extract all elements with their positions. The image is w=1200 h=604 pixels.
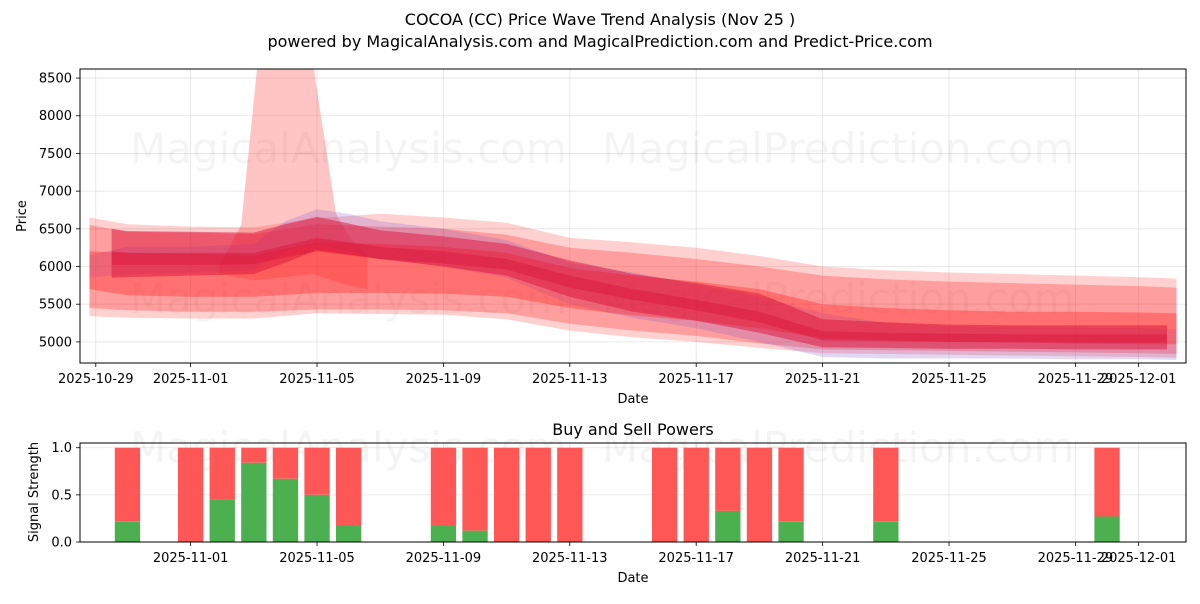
sell-power-bar — [272, 447, 299, 479]
price-plot-area — [80, 69, 1186, 363]
sell-power-bar — [178, 447, 204, 542]
sell-power-bar — [494, 447, 520, 542]
sell-power-bar — [873, 447, 899, 522]
sell-power-bar — [778, 447, 804, 522]
sell-power-bar — [114, 447, 141, 522]
price-y-tick-label: 8500 — [39, 72, 72, 87]
signal-panel: Buy and Sell Powers MagicalAnalysis.com … — [27, 420, 1187, 586]
price-y-ticks: 5000 5500 6000 6500 7000 7500 8000 8500 — [39, 72, 80, 350]
buy-power-bar — [209, 499, 235, 542]
signal-bars — [114, 447, 1120, 542]
buy-power-bar — [778, 521, 804, 542]
price-grid — [80, 69, 1186, 363]
sell-power-bar — [683, 447, 709, 542]
price-y-tick-label: 6500 — [39, 222, 72, 237]
price-y-tick-label: 5000 — [39, 335, 72, 350]
buy-power-bar — [1094, 516, 1120, 542]
signal-x-axis-label: Date — [617, 571, 648, 586]
signal-y-tick-label: 0.5 — [51, 488, 72, 503]
sell-power-bar — [746, 447, 773, 542]
buy-power-bar — [430, 526, 457, 542]
signal-y-axis-label: Signal Strength — [27, 442, 42, 542]
buy-power-bar — [462, 530, 488, 542]
signal-x-tick-label: 2025-11-17 — [658, 551, 734, 566]
price-x-tick-label: 2025-11-21 — [785, 372, 861, 387]
price-y-tick-label: 8000 — [39, 109, 72, 124]
price-x-tick-label: 2025-11-01 — [153, 372, 229, 387]
buy-power-bar — [715, 510, 741, 542]
price-x-tick-label: 2025-11-05 — [279, 372, 355, 387]
signal-x-tick-label: 2025-11-21 — [785, 551, 861, 566]
price-bands — [89, 69, 1177, 360]
buy-power-bar — [114, 521, 141, 542]
price-y-tick-label: 6000 — [39, 260, 72, 275]
price-x-tick-label: 2025-12-01 — [1101, 372, 1177, 387]
buy-power-bar — [272, 478, 299, 542]
watermark-magical-prediction-3: MagicalPrediction.com — [602, 423, 1075, 472]
signal-chart-title: Buy and Sell Powers — [552, 420, 714, 439]
price-x-tick-label: 2025-11-25 — [911, 372, 987, 387]
buy-power-bar — [336, 526, 362, 542]
buy-power-bar — [873, 521, 899, 542]
signal-x-tick-label: 2025-11-05 — [279, 551, 355, 566]
signal-y-ticks: 0.0 0.5 1.0 — [51, 441, 80, 551]
price-y-tick-label: 5500 — [39, 298, 72, 313]
price-x-ticks: 2025-10-29 2025-11-01 2025-11-05 2025-11-09… — [58, 363, 1176, 387]
sell-power-bar — [557, 447, 583, 542]
signal-x-tick-label: 2025-11-09 — [406, 551, 482, 566]
chart-subtitle: powered by MagicalAnalysis.com and Magic… — [267, 32, 932, 51]
price-x-tick-label: 2025-10-29 — [58, 372, 134, 387]
signal-y-tick-label: 1.0 — [51, 441, 72, 456]
price-y-tick-label: 7000 — [39, 185, 72, 200]
signal-x-tick-label: 2025-11-29 — [1038, 551, 1114, 566]
price-x-axis-label: Date — [617, 392, 648, 407]
sell-power-bar — [241, 447, 267, 463]
watermark-magical-analysis: MagicalAnalysis.com — [130, 124, 567, 173]
price-panel: MagicalAnalysis.com MagicalPrediction.co… — [15, 68, 1187, 407]
buy-power-bar — [241, 462, 267, 542]
price-x-tick-label: 2025-11-17 — [658, 372, 734, 387]
watermark-magical-analysis-2: MagicalAnalysis.com — [130, 274, 567, 323]
price-x-tick-label: 2025-11-13 — [532, 372, 608, 387]
sell-power-bar — [304, 447, 330, 495]
sell-power-bar — [462, 447, 488, 531]
signal-x-tick-label: 2025-12-01 — [1101, 551, 1177, 566]
price-plot-frame — [79, 68, 1187, 364]
sell-power-bar — [652, 447, 678, 542]
price-x-tick-label: 2025-11-29 — [1038, 372, 1114, 387]
price-y-axis-label: Price — [15, 200, 30, 232]
sell-power-bar — [209, 447, 235, 500]
signal-x-ticks: 2025-11-01 2025-11-05 2025-11-09 2025-11-13… — [153, 542, 1177, 566]
sell-power-bar — [525, 447, 551, 542]
buy-power-bar — [304, 494, 330, 542]
signal-x-tick-label: 2025-11-01 — [153, 551, 229, 566]
signal-y-tick-label: 0.0 — [51, 536, 72, 551]
sell-power-bar — [430, 447, 457, 526]
signal-plot-frame — [79, 442, 1187, 543]
sell-power-bar — [1094, 447, 1120, 517]
watermark-magical-prediction: MagicalPrediction.com — [602, 124, 1075, 173]
signal-x-tick-label: 2025-11-13 — [532, 551, 608, 566]
chart-title: COCOA (CC) Price Wave Trend Analysis (No… — [405, 10, 795, 29]
band-core-line — [111, 237, 1168, 343]
signal-x-tick-label: 2025-11-25 — [911, 551, 987, 566]
sell-power-bar — [336, 447, 362, 526]
price-y-tick-label: 7500 — [39, 147, 72, 162]
price-x-tick-label: 2025-11-09 — [406, 372, 482, 387]
sell-power-bar — [715, 447, 741, 511]
signal-watermarks: MagicalAnalysis.com MagicalPrediction.co… — [130, 423, 1075, 472]
band-core — [111, 216, 1168, 350]
